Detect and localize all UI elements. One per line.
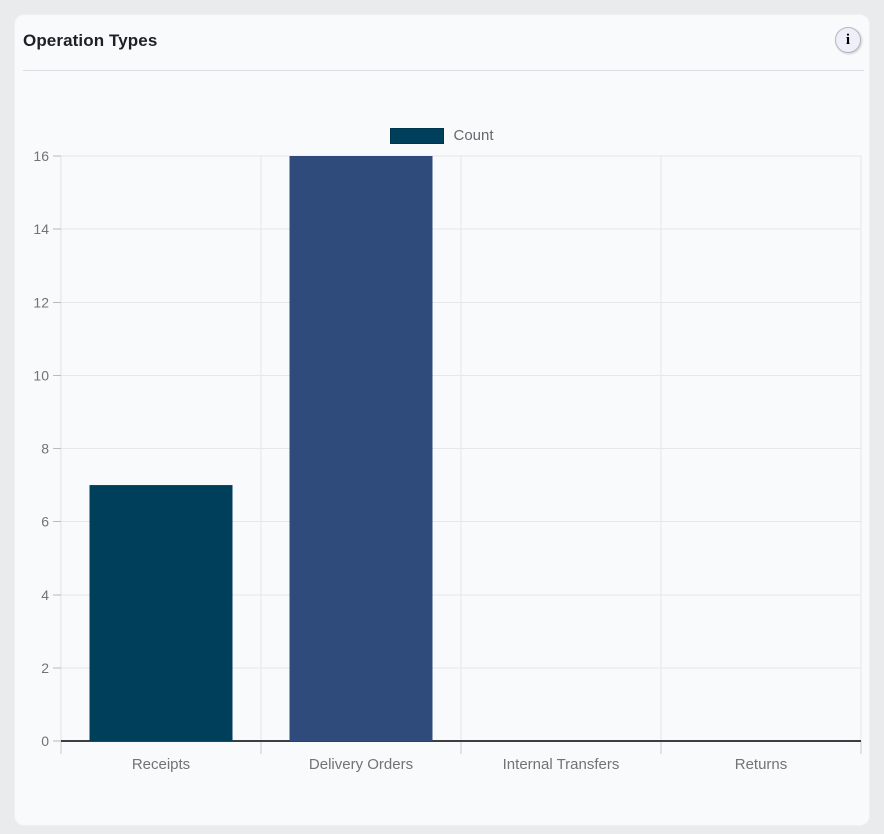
legend-swatch-count — [390, 127, 445, 144]
x-axis-label-delivery-orders: Delivery Orders — [309, 756, 413, 773]
y-tick-label: 10 — [33, 367, 49, 383]
y-tick-label: 14 — [33, 221, 49, 237]
header-divider — [23, 70, 864, 71]
operation-types-card: Operation Types i Count 0 2 4 6 8 10 12 14 16 Rec… — [14, 14, 870, 826]
x-axis-label-receipts: Receipts — [132, 756, 190, 773]
x-axis-label-internal-transfers: Internal Transfers — [503, 756, 620, 773]
y-tick-label: 2 — [41, 660, 49, 676]
y-tick-label: 8 — [41, 441, 49, 457]
bar-delivery-orders[interactable] — [289, 156, 433, 741]
x-axis-label-returns: Returns — [735, 756, 788, 773]
page-title: Operation Types — [23, 31, 158, 50]
info-icon[interactable]: i — [835, 27, 861, 53]
legend-label-count: Count — [453, 127, 494, 144]
bar-receipts[interactable] — [89, 485, 233, 741]
y-tick-label: 4 — [41, 587, 49, 603]
y-tick-label: 6 — [41, 514, 49, 530]
chart-legend[interactable]: Count — [15, 127, 869, 144]
info-icon-glyph: i — [845, 31, 851, 48]
y-tick-label: 0 — [41, 733, 49, 749]
y-tick-label: 16 — [33, 148, 49, 164]
y-tick-label: 12 — [33, 294, 49, 310]
